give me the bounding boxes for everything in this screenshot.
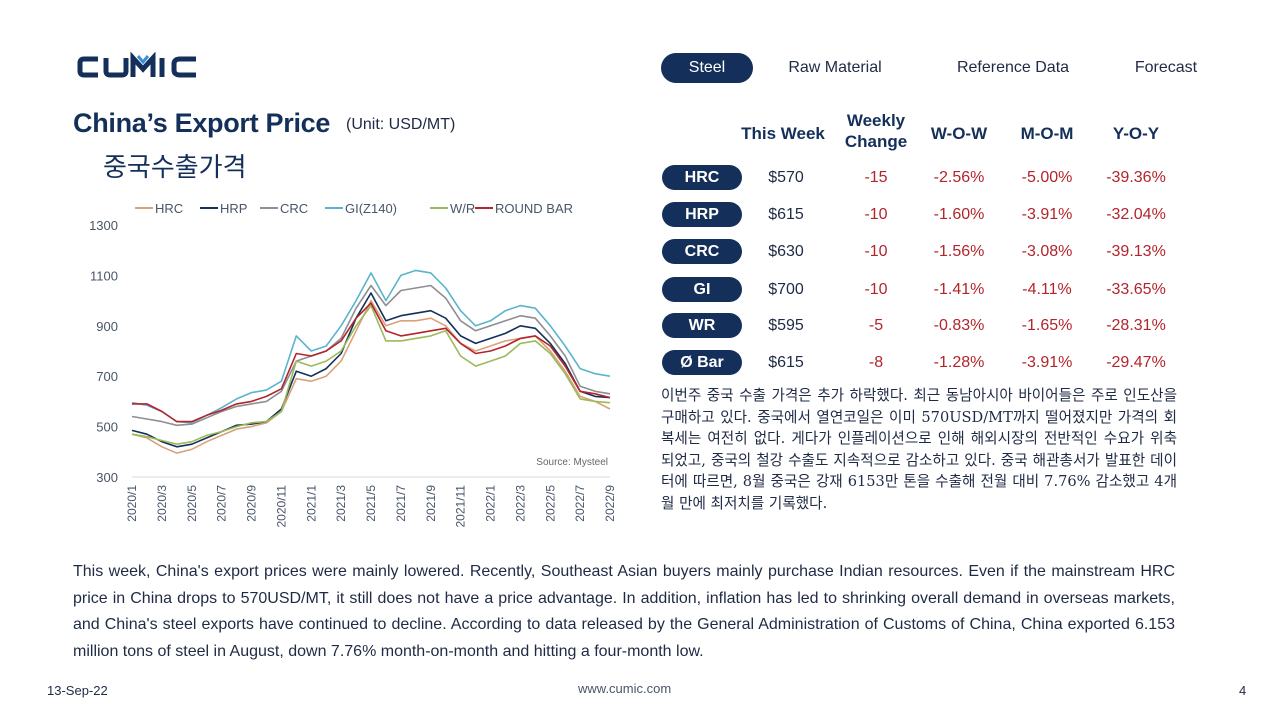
- x-tick-label: 2020/1: [125, 485, 139, 522]
- legend-label: ROUND BAR: [495, 201, 573, 216]
- yoy-value: -32.04%: [1106, 206, 1166, 223]
- header-yoy: Y-O-Y: [1112, 124, 1160, 143]
- x-tick-label: 2020/11: [274, 485, 288, 528]
- weekly-change-value: -15: [864, 169, 888, 186]
- yoy-value: -39.13%: [1106, 243, 1166, 260]
- x-tick-label: 2022/1: [484, 485, 498, 522]
- weekly-change-value: -10: [864, 206, 888, 223]
- mom-value: -1.65%: [1021, 317, 1073, 334]
- y-tick-label: 1300: [89, 218, 118, 233]
- y-tick-label: 300: [96, 470, 118, 485]
- product-badge: GI: [662, 277, 742, 302]
- x-tick-label: 2020/9: [245, 485, 259, 522]
- header-wow: W-O-W: [930, 124, 988, 143]
- product-badge: CRC: [662, 239, 742, 264]
- series-line-round-bar: [132, 302, 611, 423]
- this-week-price: $615: [768, 354, 804, 371]
- wow-value: -1.56%: [933, 243, 985, 260]
- legend-label: GI(Z140): [345, 201, 397, 216]
- series-line-hrp: [131, 292, 611, 448]
- chart-source: Source: Mysteel: [536, 457, 608, 468]
- legend-label: W/R: [450, 201, 475, 216]
- yoy-value: -28.31%: [1106, 317, 1166, 334]
- header-mom: M-O-M: [1020, 124, 1074, 143]
- legend-label: HRC: [155, 201, 183, 216]
- table-row: CRC $630 -10 -1.56% -3.08% -39.13%: [660, 239, 1200, 265]
- product-badge: HRC: [662, 165, 742, 190]
- x-tick-label: 2021/1: [304, 485, 318, 522]
- product-badge: WR: [662, 313, 742, 338]
- mom-value: -3.08%: [1021, 243, 1073, 260]
- top-navigation: Steel Raw Material Reference Data Foreca…: [661, 53, 1221, 83]
- series-line-crc: [131, 284, 611, 427]
- y-tick-label: 1100: [90, 268, 118, 283]
- this-week-price: $630: [768, 243, 804, 260]
- page-title: China’s Export Price: [73, 108, 331, 138]
- yoy-value: -29.47%: [1106, 354, 1166, 371]
- x-tick-label: 2020/7: [215, 485, 229, 522]
- weekly-change-value: -10: [864, 281, 888, 298]
- x-tick-label: 2021/7: [394, 485, 408, 522]
- y-tick-label: 900: [96, 319, 118, 334]
- table-row: HRC $570 -15 -2.56% -5.00% -39.36%: [660, 165, 1200, 191]
- product-badge: Ø Bar: [662, 350, 742, 375]
- x-tick-label: 2022/9: [603, 485, 617, 522]
- weekly-change-value: -10: [864, 243, 888, 260]
- nav-tab-steel[interactable]: Steel: [661, 53, 753, 83]
- mom-value: -3.91%: [1021, 354, 1073, 371]
- table-row: WR $595 -5 -0.83% -1.65% -28.31%: [660, 313, 1200, 339]
- legend-label: CRC: [280, 201, 308, 216]
- footer-date: 13-Sep-22: [47, 683, 108, 698]
- logo-lettering: [77, 52, 196, 78]
- this-week-price: $615: [768, 206, 804, 223]
- legend-label: HRP: [220, 201, 247, 216]
- table-row: GI $700 -10 -1.41% -4.11% -33.65%: [660, 277, 1200, 303]
- this-week-price: $570: [768, 169, 804, 186]
- x-tick-label: 2020/3: [155, 485, 169, 522]
- wow-value: -0.83%: [933, 317, 985, 334]
- series-line-hrc: [131, 299, 611, 454]
- table-row: Ø Bar $615 -8 -1.28% -3.91% -29.47%: [660, 350, 1200, 376]
- yoy-value: -33.65%: [1106, 281, 1166, 298]
- header-this-week: This Week: [741, 124, 825, 143]
- commentary-korean: 이번주 중국 수출 가격은 추가 하락했다. 최근 동남아시아 바이어들은 주로…: [661, 387, 1177, 512]
- yoy-value: -39.36%: [1106, 169, 1166, 186]
- cumic-logo: [77, 52, 196, 78]
- x-tick-label: 2022/5: [543, 485, 557, 522]
- y-tick-label: 500: [96, 420, 118, 435]
- wow-value: -1.60%: [933, 206, 985, 223]
- x-tick-label: 2021/9: [424, 485, 438, 522]
- unit-label: (Unit: USD/MT): [346, 116, 456, 133]
- logo-accent: [136, 55, 150, 65]
- header-weekly-change: Weekly Change: [844, 111, 908, 151]
- nav-tab-forecast[interactable]: Forecast: [1134, 59, 1198, 76]
- y-tick-label: 700: [96, 369, 118, 384]
- this-week-price: $700: [768, 281, 804, 298]
- mom-value: -5.00%: [1021, 169, 1073, 186]
- x-tick-label: 2022/7: [573, 485, 587, 522]
- mom-value: -3.91%: [1021, 206, 1073, 223]
- mom-value: -4.11%: [1022, 281, 1072, 298]
- nav-tab-reference-data[interactable]: Reference Data: [956, 59, 1070, 76]
- x-tick-label: 2021/5: [364, 485, 378, 522]
- weekly-change-value: -5: [868, 317, 884, 334]
- product-badge: HRP: [662, 202, 742, 227]
- footer-url[interactable]: www.cumic.com: [578, 681, 672, 696]
- footer-page-number: 4: [1239, 683, 1247, 698]
- this-week-price: $595: [768, 317, 804, 334]
- commentary-english: This week, China's export prices were ma…: [73, 563, 1175, 660]
- x-tick-label: 2021/11: [454, 485, 468, 528]
- export-price-chart: 300 500 700 900 1100 1300 2020/1 2020/3 2020/5 20…: [89, 201, 617, 528]
- x-tick-label: 2022/3: [513, 485, 527, 522]
- page-subtitle-korean: 중국수출가격: [103, 153, 247, 183]
- wow-value: -1.41%: [933, 281, 985, 298]
- wow-value: -2.56%: [933, 169, 985, 186]
- nav-tab-raw-material[interactable]: Raw Material: [788, 59, 882, 76]
- x-tick-label: 2021/3: [334, 485, 348, 522]
- table-row: HRP $615 -10 -1.60% -3.91% -32.04%: [660, 202, 1200, 228]
- weekly-change-value: -8: [868, 354, 884, 371]
- x-tick-label: 2020/5: [185, 485, 199, 522]
- wow-value: -1.28%: [933, 354, 985, 371]
- series-line-w-r: [131, 304, 611, 445]
